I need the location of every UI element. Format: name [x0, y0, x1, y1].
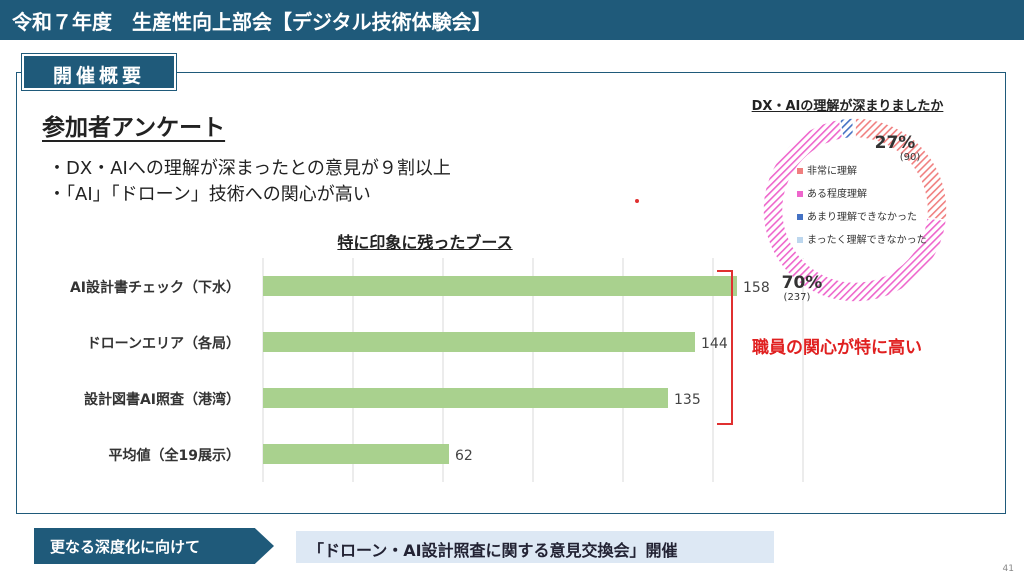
bar-value-label: 62 — [455, 448, 473, 464]
bar-category-label: AI設計書チェック（下水） — [70, 279, 240, 296]
header-bar: 令和７年度 生産性向上部会【デジタル技術体験会】 — [0, 0, 1024, 40]
bar — [263, 276, 737, 296]
next-step-label: 更なる深度化に向けて — [34, 528, 274, 564]
content-frame — [16, 72, 1006, 514]
legend-swatch — [797, 214, 803, 220]
callout-text: 職員の関心が特に高い — [752, 338, 922, 358]
survey-title: 参加者アンケート — [42, 115, 226, 141]
highlight-bracket — [717, 270, 733, 425]
section-tab: 開催概要 — [21, 53, 177, 91]
legend-label: あまり理解できなかった — [807, 210, 917, 223]
legend-swatch — [797, 191, 803, 197]
section-label: 開催概要 — [52, 65, 145, 87]
survey-bullet-2: ・「AI」「ドローン」技術への関心が高い — [48, 184, 371, 205]
bar-category-label: 平均値（全19展示） — [109, 447, 240, 464]
bar-chart-title: 特に印象に残ったブース — [337, 233, 513, 252]
next-step-box: 「ドローン・AI設計照査に関する意見交換会」開催 — [296, 531, 774, 563]
bar-category-label: 設計図書AI照査（港湾） — [84, 391, 240, 408]
slice-count-label: (237) — [784, 292, 811, 303]
bar — [263, 332, 695, 352]
legend-swatch — [797, 237, 803, 243]
legend-label: まったく理解できなかった — [807, 233, 927, 246]
doughnut-slice — [852, 117, 856, 139]
bar — [263, 388, 668, 408]
survey-bullet-1: ・DX・AIへの理解が深まったとの意見が９割以上 — [48, 158, 451, 179]
doughnut-slice — [762, 118, 948, 303]
slice-percent-label: 27% — [875, 133, 916, 153]
next-step-text: 「ドローン・AI設計照査に関する意見交換会」開催 — [308, 541, 678, 560]
bar-value-label: 135 — [674, 392, 701, 408]
legend-swatch — [797, 168, 803, 174]
page-number: 41 — [1002, 564, 1014, 574]
page-title: 令和７年度 生産性向上部会【デジタル技術体験会】 — [12, 10, 492, 34]
legend-label: 非常に理解 — [807, 164, 857, 177]
bar — [263, 444, 449, 464]
slice-percent-label: 70% — [782, 273, 823, 293]
slice-count-label: (90) — [900, 152, 921, 163]
legend-label: ある程度理解 — [807, 187, 867, 200]
bar-value-label: 144 — [701, 336, 728, 352]
doughnut-slice — [838, 117, 855, 140]
pie-chart-title: DX・AIの理解が深まりましたか — [751, 99, 944, 114]
next-step-label-text: 更なる深度化に向けて — [50, 538, 201, 556]
bar-category-label: ドローンエリア（各局） — [87, 335, 240, 352]
red-dot — [635, 199, 639, 203]
bar-value-label: 158 — [743, 280, 770, 296]
